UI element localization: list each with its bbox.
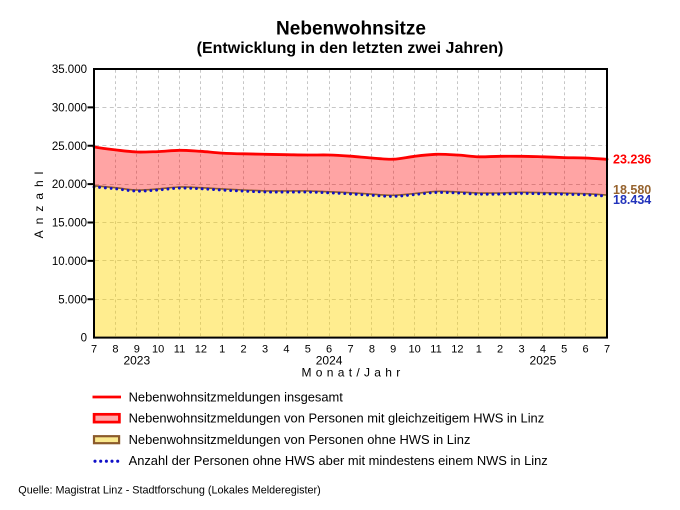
svg-text:Anzahl: Anzahl — [32, 166, 46, 239]
svg-text:18.434: 18.434 — [613, 193, 651, 207]
svg-text:12: 12 — [451, 344, 463, 356]
svg-text:23.236: 23.236 — [613, 153, 651, 167]
svg-text:6: 6 — [583, 344, 589, 356]
svg-text:8: 8 — [112, 344, 118, 356]
svg-text:9: 9 — [134, 344, 140, 356]
svg-text:Nebenwohnsitzmeldungen von Per: Nebenwohnsitzmeldungen von Personen ohne… — [129, 432, 471, 447]
svg-text:Nebenwohnsitze: Nebenwohnsitze — [276, 19, 426, 40]
svg-text:11: 11 — [430, 344, 441, 356]
svg-text:30.000: 30.000 — [52, 103, 87, 115]
svg-text:Anzahl der Personen ohne HWS a: Anzahl der Personen ohne HWS aber mit mi… — [129, 453, 548, 468]
svg-text:15.000: 15.000 — [52, 218, 87, 230]
svg-text:10: 10 — [152, 344, 164, 356]
svg-text:1: 1 — [219, 344, 225, 356]
svg-text:2: 2 — [497, 344, 503, 356]
svg-text:7: 7 — [347, 344, 353, 356]
svg-text:Quelle: Magistrat Linz - Stadt: Quelle: Magistrat Linz - Stadtforschung … — [18, 485, 320, 497]
svg-text:2024: 2024 — [316, 354, 343, 368]
svg-text:3: 3 — [262, 344, 268, 356]
svg-text:10.000: 10.000 — [52, 256, 87, 268]
svg-text:0: 0 — [81, 333, 87, 345]
svg-text:4: 4 — [283, 344, 289, 356]
svg-text:18.580: 18.580 — [613, 183, 651, 197]
svg-text:7: 7 — [91, 344, 97, 356]
svg-text:5: 5 — [305, 344, 311, 356]
svg-text:2023: 2023 — [123, 354, 150, 368]
svg-text:4: 4 — [540, 344, 546, 356]
svg-text:Monat/Jahr: Monat/Jahr — [301, 366, 404, 380]
svg-text:Nebenwohnsitzmeldungen von Per: Nebenwohnsitzmeldungen von Personen mit … — [129, 411, 545, 426]
svg-text:1: 1 — [476, 344, 482, 356]
svg-text:6: 6 — [326, 344, 332, 356]
svg-text:7: 7 — [604, 344, 610, 356]
svg-text:11: 11 — [174, 344, 185, 356]
svg-text:5.000: 5.000 — [58, 294, 87, 306]
svg-text:Nebenwohnsitzmeldungen insgesa: Nebenwohnsitzmeldungen insgesamt — [129, 389, 344, 404]
svg-text:2025: 2025 — [530, 354, 557, 368]
svg-text:35.000: 35.000 — [52, 64, 87, 76]
svg-text:20.000: 20.000 — [52, 179, 87, 191]
svg-text:2: 2 — [241, 344, 247, 356]
svg-text:5: 5 — [561, 344, 567, 356]
svg-text:25.000: 25.000 — [52, 141, 87, 153]
svg-text:10: 10 — [408, 344, 420, 356]
svg-text:12: 12 — [195, 344, 207, 356]
svg-text:3: 3 — [518, 344, 524, 356]
svg-text:8: 8 — [369, 344, 375, 356]
svg-text:9: 9 — [390, 344, 396, 356]
svg-text:(Entwicklung in den letzten zw: (Entwicklung in den letzten zwei Jahren) — [197, 40, 504, 57]
